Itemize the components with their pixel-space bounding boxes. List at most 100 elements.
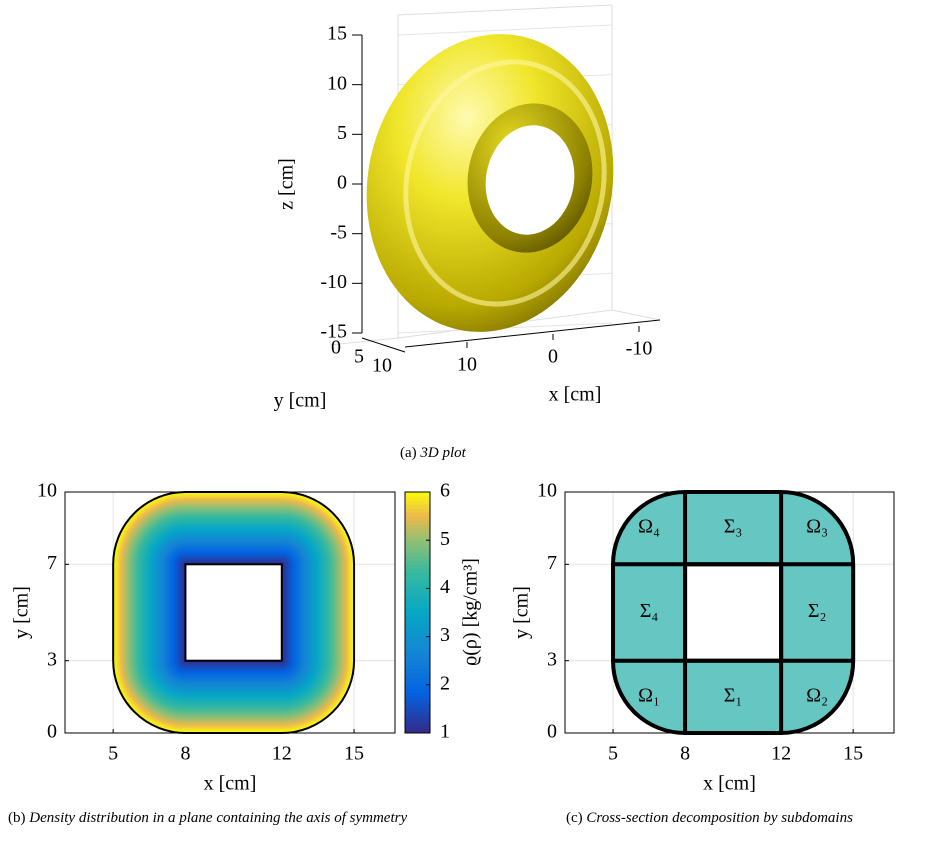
y-tick-label: 10	[537, 480, 557, 502]
colorbar-segment	[405, 693, 430, 698]
caption-tag: (b)	[8, 810, 26, 826]
x-tick-label: 8	[680, 743, 690, 765]
z-tick-label: 15	[327, 23, 347, 45]
colorbar-tick-label: 1	[440, 721, 450, 743]
caption-tag: (a)	[400, 445, 417, 461]
y-tick-label: 7	[547, 552, 557, 574]
colorbar-segment	[405, 637, 430, 642]
y-axis-label: y [cm]	[11, 586, 33, 639]
grid-line	[398, 25, 612, 35]
y-axis-label: y [cm]	[511, 586, 533, 639]
colorbar-segment	[405, 544, 430, 549]
colorbar-segment	[405, 717, 430, 722]
colorbar-segment	[405, 560, 430, 565]
y-tick-label: 10	[372, 355, 392, 377]
colorbar-segment	[405, 556, 430, 561]
z-tick-label: 0	[337, 172, 347, 194]
box-edge	[398, 5, 612, 15]
region-label: Ω₄	[638, 516, 660, 538]
colorbar-segment	[405, 600, 430, 605]
colorbar-segment	[405, 653, 430, 658]
colorbar-segment	[405, 661, 430, 666]
region-label: Σ₄	[640, 600, 659, 622]
y-tick-label: 0	[331, 337, 341, 359]
colorbar-segment	[405, 508, 430, 513]
inner-hole	[685, 564, 781, 660]
x-tick-label: 15	[344, 743, 364, 765]
colorbar-segment	[405, 705, 430, 710]
x-tick-label: 12	[272, 743, 292, 765]
x-axis-label: x [cm]	[549, 384, 602, 406]
x-tick-label: -10	[626, 338, 653, 360]
caption-a: (a) 3D plot	[400, 444, 466, 463]
caption-b: (b) Density distribution in a plane cont…	[8, 809, 494, 828]
y-tick-label: 7	[47, 552, 57, 574]
colorbar-segment	[405, 621, 430, 626]
colorbar-segment	[405, 592, 430, 597]
box-edge	[612, 310, 660, 320]
y-tick-label: 5	[354, 346, 364, 368]
x-axis-label: x [cm]	[204, 773, 257, 795]
region-label: Ω₃	[806, 516, 828, 538]
y-tick-label: 3	[547, 648, 557, 670]
colorbar-segment	[405, 629, 430, 634]
x-tick-label: 8	[180, 743, 190, 765]
colorbar-segment	[405, 512, 430, 517]
x-tick-label: 15	[843, 743, 863, 765]
colorbar-segment	[405, 709, 430, 714]
colorbar-segment	[405, 701, 430, 706]
colorbar-segment	[405, 613, 430, 618]
colorbar-segment	[405, 645, 430, 650]
region-label: Σ₂	[808, 600, 827, 622]
colorbar-segment	[405, 524, 430, 529]
colorbar-segment	[405, 713, 430, 718]
colorbar-segment	[405, 625, 430, 630]
z-tick-label: 10	[327, 72, 347, 94]
colorbar-segment	[405, 608, 430, 613]
colorbar-segment	[405, 576, 430, 581]
colorbar-segment	[405, 504, 430, 509]
colorbar-segment	[405, 496, 430, 501]
colorbar-tick-label: 4	[440, 576, 450, 598]
colorbar-segment	[405, 532, 430, 537]
colorbar-segment	[405, 725, 430, 730]
colorbar-tick-label: 5	[440, 528, 450, 550]
colorbar-segment	[405, 641, 430, 646]
region-label: Σ₁	[724, 684, 743, 706]
region-label: Ω₂	[806, 684, 828, 706]
colorbar-tick-label: 3	[440, 624, 450, 646]
figure: 151050-5-10-15100-100510x [cm]y [cm]z [c…	[0, 0, 942, 851]
colorbar-segment	[405, 588, 430, 593]
colorbar-segment	[405, 721, 430, 726]
z-axis-label: z [cm]	[276, 158, 298, 210]
y-axis-label: y [cm]	[274, 390, 327, 412]
colorbar-segment	[405, 677, 430, 682]
colorbar-segment	[405, 520, 430, 525]
colorbar-segment	[405, 580, 430, 585]
caption-text: 3D plot	[420, 445, 465, 461]
caption-c: (c) Cross-section decomposition by subdo…	[566, 809, 853, 828]
colorbar-segment	[405, 548, 430, 553]
colorbar-segment	[405, 673, 430, 678]
region-label: Σ₃	[724, 516, 743, 538]
x-tick-label: 10	[457, 354, 477, 376]
colorbar-segment	[405, 689, 430, 694]
y-tick-label: 0	[47, 721, 57, 743]
region-label: Ω₁	[638, 684, 660, 706]
z-tick-label: 5	[337, 122, 347, 144]
colorbar-label: ϱ(ρ) [kg/cm³]	[460, 558, 482, 666]
colorbar-segment	[405, 604, 430, 609]
colorbar-tick-label: 6	[440, 480, 450, 502]
colorbar-segment	[405, 572, 430, 577]
colorbar-tick-label: 2	[440, 672, 450, 694]
z-tick-label: -10	[320, 271, 347, 293]
colorbar-segment	[405, 657, 430, 662]
caption-tag: (c)	[566, 810, 583, 826]
x-tick-label: 5	[608, 743, 618, 765]
caption-text: Density distribution in a plane containi…	[29, 810, 407, 826]
colorbar-segment	[405, 540, 430, 545]
colorbar-segment	[405, 649, 430, 654]
colorbar-segment	[405, 500, 430, 505]
colorbar-segment	[405, 568, 430, 573]
colorbar-segment	[405, 528, 430, 533]
